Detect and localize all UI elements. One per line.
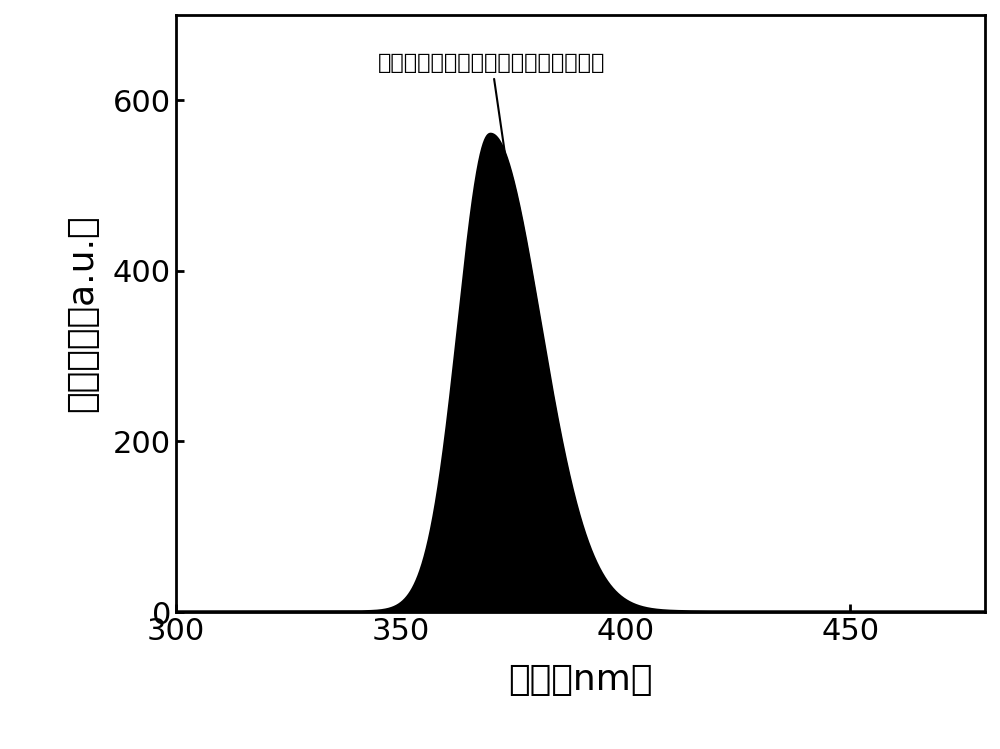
Text: 甲胺钓渴钓钓矿量子点的光致发光谱图: 甲胺钓渴钓钓矿量子点的光致发光谱图 [378,53,606,513]
Y-axis label: 光致发光（a.u.）: 光致发光（a.u.） [65,215,99,412]
X-axis label: 波长（nm）: 波长（nm） [508,663,653,697]
